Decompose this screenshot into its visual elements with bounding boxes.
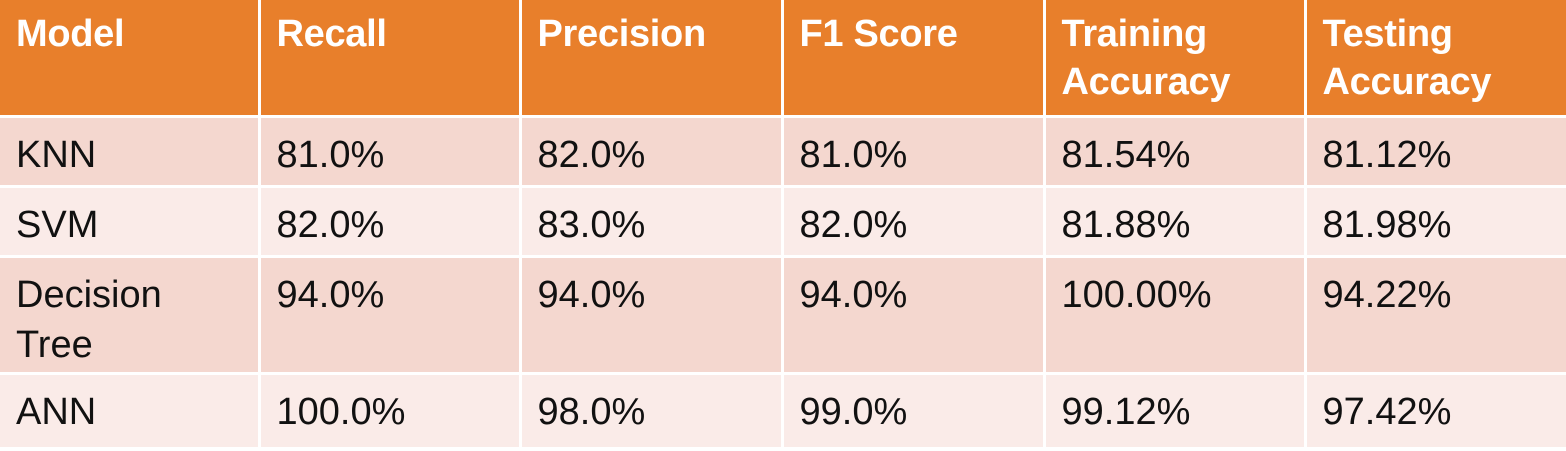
cell-training-accuracy: 99.12%: [1044, 373, 1307, 447]
header-recall: Recall: [259, 0, 522, 118]
table-body: KNN 81.0% 82.0% 81.0% 81.54% 81.12% SVM …: [0, 116, 1566, 447]
cell-f1-score: 82.0%: [782, 186, 1046, 258]
cell-model: ANN: [0, 373, 261, 447]
cell-testing-accuracy: 81.98%: [1305, 186, 1566, 258]
cell-precision: 94.0%: [520, 256, 784, 375]
cell-recall: 94.0%: [259, 256, 522, 375]
header-f1-score: F1 Score: [782, 0, 1046, 118]
table-row-svm: SVM 82.0% 83.0% 82.0% 81.88% 81.98%: [0, 186, 1566, 258]
cell-precision: 98.0%: [520, 373, 784, 447]
header-testing-accuracy: Testing Accuracy: [1305, 0, 1566, 118]
cell-model: KNN: [0, 116, 261, 188]
cell-recall: 81.0%: [259, 116, 522, 188]
cell-model: SVM: [0, 186, 261, 258]
cell-model: Decision Tree: [0, 256, 261, 375]
cell-training-accuracy: 81.54%: [1044, 116, 1307, 188]
cell-training-accuracy: 81.88%: [1044, 186, 1307, 258]
cell-f1-score: 81.0%: [782, 116, 1046, 188]
cell-f1-score: 94.0%: [782, 256, 1046, 375]
cell-recall: 100.0%: [259, 373, 522, 447]
cell-recall: 82.0%: [259, 186, 522, 258]
header-training-accuracy: Training Accuracy: [1044, 0, 1307, 118]
cell-f1-score: 99.0%: [782, 373, 1046, 447]
header-precision: Precision: [520, 0, 784, 118]
cell-precision: 82.0%: [520, 116, 784, 188]
table-header: Model Recall Precision F1 Score Training…: [0, 0, 1566, 118]
cell-precision: 83.0%: [520, 186, 784, 258]
cell-training-accuracy: 100.00%: [1044, 256, 1307, 375]
cell-testing-accuracy: 94.22%: [1305, 256, 1566, 375]
cell-testing-accuracy: 97.42%: [1305, 373, 1566, 447]
table-row-ann: ANN 100.0% 98.0% 99.0% 99.12% 97.42%: [0, 373, 1566, 447]
table-row-knn: KNN 81.0% 82.0% 81.0% 81.54% 81.12%: [0, 116, 1566, 188]
header-row: Model Recall Precision F1 Score Training…: [0, 0, 1566, 118]
table-row-decision-tree: Decision Tree 94.0% 94.0% 94.0% 100.00% …: [0, 256, 1566, 375]
header-model: Model: [0, 0, 261, 118]
cell-testing-accuracy: 81.12%: [1305, 116, 1566, 188]
